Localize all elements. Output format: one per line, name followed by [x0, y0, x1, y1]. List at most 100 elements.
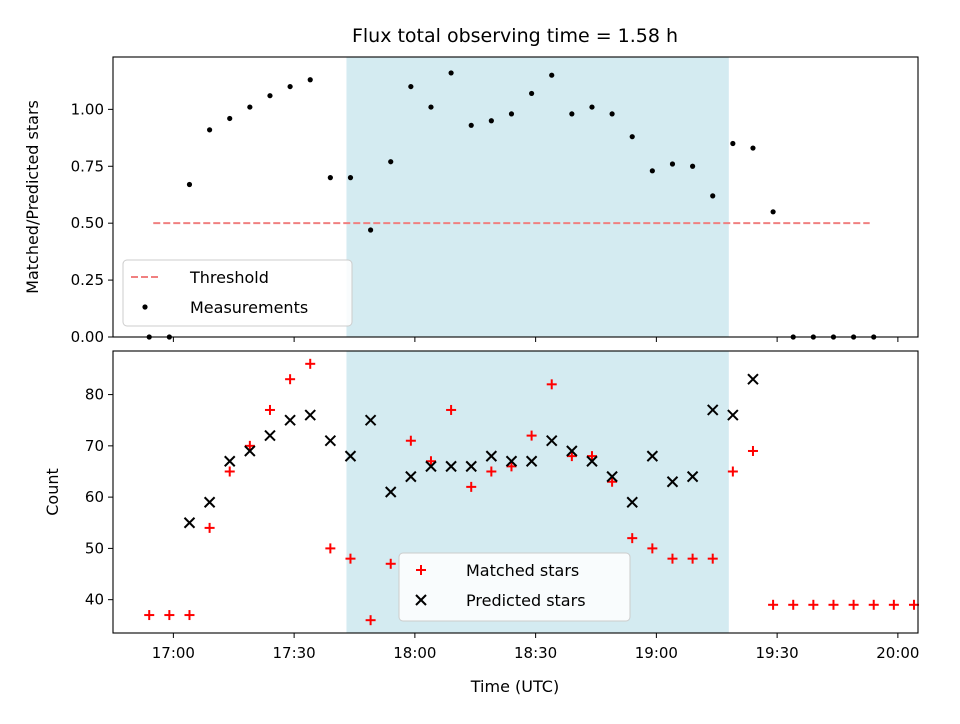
axes-frame	[112, 56, 919, 338]
x-tick-label: 18:00	[393, 644, 436, 662]
measurements-point	[770, 209, 776, 215]
measurements-point	[287, 83, 293, 90]
matched-stars-point	[244, 440, 255, 451]
matched-stars-point	[566, 451, 577, 462]
measurements-point	[207, 127, 213, 133]
x-tick-label: 19:00	[635, 644, 678, 662]
measurements-point	[529, 90, 535, 97]
predicted-stars-point	[324, 435, 337, 447]
predicted-stars-point	[183, 517, 196, 529]
legend-label: Matched stars	[466, 561, 579, 580]
legend: Threshold Measurements	[122, 259, 353, 327]
predicted-stars-point	[344, 450, 357, 462]
chart-title: Flux total observing time = 1.58 h	[352, 25, 678, 47]
matched-stars-point	[345, 553, 356, 564]
measurements-point	[488, 118, 494, 124]
predicted-stars-point	[385, 486, 397, 498]
matched-stars-point	[647, 543, 658, 554]
predicted-stars-point	[707, 404, 719, 416]
matched-stars-point	[506, 461, 517, 472]
matched-stars-point	[224, 466, 235, 477]
measurements-point	[368, 227, 374, 233]
matched-stars-point	[184, 610, 195, 621]
matched-stars-point	[768, 599, 779, 610]
matched-stars-point	[707, 553, 718, 564]
measurements-point	[690, 163, 696, 169]
predicted-stars-point	[304, 409, 316, 421]
y-tick-label: 60	[85, 488, 104, 506]
legend-box	[398, 552, 631, 622]
y-tick-label: 0.50	[71, 214, 104, 232]
matched-stars-point	[305, 358, 316, 369]
matched-stars-point	[667, 553, 678, 564]
count-panel: 40 50 60 70 80 17:00 17:30 18:00 18:30 19:00 19:30…	[43, 350, 919, 662]
matched-stars-point	[747, 445, 758, 456]
legend-label: Measurements	[190, 298, 308, 317]
x-axis-label: Time (UTC)	[470, 677, 559, 696]
predicted-stars-point	[747, 373, 759, 385]
y-axis-label: Count	[43, 468, 62, 516]
predicted-stars-point	[546, 435, 558, 447]
predicted-stars-point	[485, 450, 498, 462]
y-tick-label: 70	[85, 437, 104, 455]
measurements-point	[347, 175, 354, 181]
y-tick-label: 80	[85, 386, 104, 404]
matched-stars-point	[586, 451, 597, 462]
predicted-stars-point	[727, 409, 739, 421]
measurements-point	[649, 168, 655, 174]
measurements-point	[669, 161, 676, 167]
matched-stars-point	[486, 466, 497, 477]
measurements-point	[247, 104, 253, 110]
measurements-point	[448, 70, 454, 76]
predicted-stars-point	[284, 414, 296, 426]
predicted-stars-point	[224, 455, 236, 467]
matched-stars-point	[908, 599, 919, 610]
measurements-point	[629, 134, 635, 140]
predicted-stars-point	[364, 414, 377, 426]
y-tick-label: 1.00	[71, 100, 104, 118]
x-tick-label: 18:30	[514, 644, 557, 662]
matched-stars-point	[405, 435, 416, 446]
measurements-point	[710, 193, 716, 199]
observing-window-span	[346, 57, 729, 337]
predicted-stars-point	[686, 470, 699, 483]
predicted-stars-point	[525, 455, 538, 467]
matched-stars-point	[144, 610, 155, 621]
measurements-point	[549, 72, 555, 78]
predicted-stars-point	[465, 460, 477, 473]
matched-stars-point	[204, 522, 215, 533]
predicted-stars-point	[666, 476, 679, 488]
y-tick-label: 50	[85, 539, 104, 557]
predicted-stars-point	[445, 460, 457, 473]
legend-predicted-stars-swatch	[415, 594, 427, 606]
matched-stars-point	[727, 466, 738, 477]
predicted-stars-point	[566, 445, 578, 457]
matched-stars-point	[164, 610, 175, 621]
matched-stars-point	[546, 379, 557, 390]
measurements-point	[388, 159, 394, 165]
predicted-stars-point	[606, 470, 618, 483]
measurements-point	[408, 83, 414, 90]
measurements-point	[508, 111, 515, 117]
measurements-point	[609, 111, 615, 117]
x-tick-label: 17:30	[273, 644, 316, 662]
predicted-stars-point	[264, 429, 276, 442]
measurements-point	[589, 104, 595, 110]
measurements-point	[267, 93, 273, 99]
matched-stars-point	[848, 599, 859, 610]
legend-label: Predicted stars	[466, 591, 586, 610]
y-tick-label: 0.00	[71, 328, 104, 346]
measurements-point	[327, 175, 333, 181]
measurements-point	[307, 77, 313, 83]
matched-stars-point	[425, 456, 436, 467]
predicted-stars-point	[203, 496, 216, 508]
matched-stars-point	[365, 615, 376, 626]
measurements-point	[428, 104, 434, 110]
legend: Matched stars Predicted stars	[398, 552, 631, 622]
predicted-stars-point	[586, 455, 598, 467]
matched-stars-point	[627, 533, 638, 544]
measurements-point	[186, 181, 193, 188]
ratio-panel: 0.00 0.25 0.50 0.75 1.00 Matched/Predicted st…	[23, 56, 919, 346]
predicted-stars-point	[405, 470, 417, 483]
matched-stars-point	[687, 553, 698, 564]
